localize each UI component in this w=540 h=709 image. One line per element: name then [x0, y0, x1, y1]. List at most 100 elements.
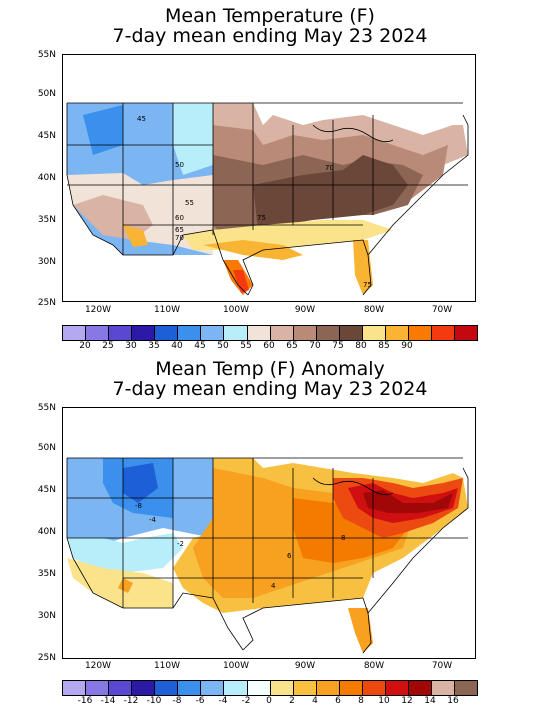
colorbar-swatch — [224, 681, 248, 695]
colorbar-label: 20 — [79, 341, 91, 351]
contour-label: 70 — [175, 234, 184, 242]
colorbar-swatch — [293, 326, 317, 340]
colorbar-label: 16 — [447, 696, 459, 706]
colorbar-swatch — [270, 326, 294, 340]
colorbar-swatch — [385, 681, 409, 695]
colorbar-label: 90 — [401, 341, 413, 351]
contour-label: -4 — [149, 516, 157, 524]
colorbar-swatch — [132, 326, 156, 340]
lon-label: 110W — [153, 661, 181, 671]
lat-label: 45N — [37, 131, 56, 141]
colorbar-swatch — [339, 681, 363, 695]
lat-label: 30N — [37, 257, 56, 267]
lat-label: 50N — [37, 89, 56, 99]
colorbar-label: -8 — [172, 696, 182, 706]
colorbar-swatch — [362, 681, 386, 695]
colorbar-label: -16 — [77, 696, 93, 706]
lat-label: 55N — [37, 50, 56, 60]
colorbar-label: 60 — [263, 341, 275, 351]
mean-temp-anomaly-panel: Mean Temp (F) Anomaly 7-day mean ending … — [0, 355, 540, 709]
colorbar-swatch — [201, 326, 225, 340]
colorbar-swatch — [432, 326, 456, 340]
contour-label: 4 — [271, 582, 276, 590]
lat-label: 25N — [37, 298, 56, 308]
colorbar-swatch — [63, 681, 87, 695]
anomaly-map: -8 -4 -2 4 6 8 — [62, 407, 476, 659]
lon-label: 100W — [222, 661, 250, 671]
colorbar-swatch — [155, 326, 179, 340]
anomaly-colorbar-labels: -16 -14 -12 -10 -8 -6 -4 -2 0 2 4 6 8 10 12 14 16 — [62, 696, 476, 708]
colorbar-label: 85 — [378, 341, 390, 351]
colorbar-swatch — [63, 326, 87, 340]
mean-temperature-colorbar-labels: 20 25 30 35 40 45 50 55 60 65 70 75 80 85 90 — [62, 341, 476, 353]
lon-label: 120W — [84, 661, 112, 671]
colorbar-label: 2 — [289, 696, 295, 706]
colorbar-label: 35 — [148, 341, 160, 351]
colorbar-swatch — [408, 326, 432, 340]
colorbar-label: -14 — [100, 696, 116, 706]
colorbar-label: 30 — [125, 341, 137, 351]
colorbar-label: -4 — [218, 696, 228, 706]
colorbar-label: -12 — [123, 696, 139, 706]
lat-label: 40N — [37, 173, 56, 183]
colorbar-swatch — [224, 326, 248, 340]
colorbar-label: 65 — [286, 341, 298, 351]
colorbar-label: 6 — [335, 696, 341, 706]
colorbar-swatch — [432, 681, 456, 695]
colorbar-label: -10 — [146, 696, 162, 706]
anomaly-map-svg: -8 -4 -2 4 6 8 — [66, 457, 469, 654]
lat-label: 45N — [37, 485, 56, 495]
colorbar-swatch — [178, 681, 202, 695]
colorbar-swatch — [339, 326, 363, 340]
colorbar-swatch — [86, 681, 110, 695]
contour-labels: 45 50 55 60 65 70 70 75 75 — [137, 115, 372, 289]
colorbar-label: -2 — [241, 696, 251, 706]
lat-label: 40N — [37, 527, 56, 537]
contour-label: 70 — [325, 164, 334, 172]
mean-temperature-map: 45 50 55 60 65 70 70 75 75 — [62, 54, 476, 302]
colorbar-swatch — [408, 681, 432, 695]
colorbar-swatch — [362, 326, 386, 340]
colorbar-label: 10 — [378, 696, 390, 706]
colorbar-label: 55 — [240, 341, 252, 351]
colorbar-swatch — [316, 326, 340, 340]
colorbar-swatch — [86, 326, 110, 340]
mean-temperature-title-line1: Mean Temperature (F) — [165, 5, 375, 27]
lon-label: 80W — [363, 661, 385, 671]
colorbar-label: 80 — [355, 341, 367, 351]
lat-label: 35N — [37, 215, 56, 225]
anomaly-fields — [67, 458, 468, 653]
colorbar-swatch — [385, 326, 409, 340]
lon-label: 80W — [363, 305, 385, 315]
anomaly-title-line1: Mean Temp (F) Anomaly — [155, 358, 385, 380]
lat-label: 30N — [37, 611, 56, 621]
colorbar-swatch — [455, 681, 478, 695]
lat-label: 55N — [37, 403, 56, 413]
colorbar-label: 8 — [358, 696, 364, 706]
lon-label: 70W — [431, 661, 453, 671]
colorbar-swatch — [316, 681, 340, 695]
colorbar-label: 40 — [171, 341, 183, 351]
contour-label: -8 — [135, 502, 142, 510]
colorbar-swatch — [178, 326, 202, 340]
lon-label: 120W — [84, 305, 112, 315]
colorbar-label: 0 — [266, 696, 272, 706]
lat-label: 25N — [37, 653, 56, 663]
mean-temperature-colorbar — [62, 325, 478, 341]
mean-temperature-panel: Mean Temperature (F) 7-day mean ending M… — [37, 5, 478, 353]
contour-label: 45 — [137, 115, 146, 123]
colorbar-swatch — [201, 681, 225, 695]
mean-temperature-map-svg: 45 50 55 60 65 70 70 75 75 — [66, 102, 469, 296]
contour-label: 65 — [175, 226, 184, 234]
contour-label: 60 — [175, 214, 184, 222]
colorbar-swatch — [455, 326, 478, 340]
lon-label: 110W — [153, 305, 181, 315]
boundaries — [66, 102, 469, 296]
colorbar-swatch — [270, 681, 294, 695]
colorbar-swatch — [155, 681, 179, 695]
colorbar-label: 14 — [424, 696, 436, 706]
lon-label: 90W — [294, 305, 316, 315]
lat-label: 50N — [37, 443, 56, 453]
colorbar-swatch — [247, 326, 271, 340]
temperature-fields — [67, 103, 468, 295]
